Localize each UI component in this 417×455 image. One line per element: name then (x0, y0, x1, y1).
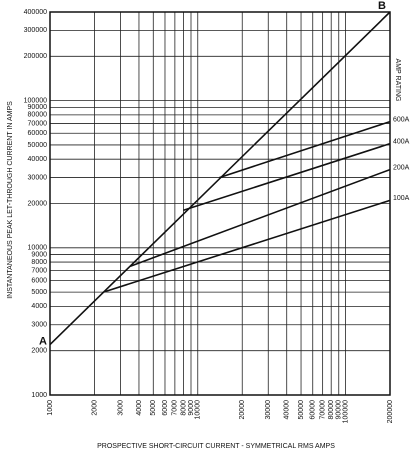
x-tick-label: 7000 (172, 400, 179, 416)
x-tick-label: 6000 (162, 400, 169, 416)
x-tick-label: 9000 (188, 400, 195, 416)
x-tick-label: 1000 (47, 400, 54, 416)
y-tick-label: 5000 (31, 289, 47, 296)
x-tick-label: 2000 (91, 400, 98, 416)
y-tick-label: 60000 (28, 130, 48, 137)
series-label: 200A (393, 164, 410, 171)
point-label: B (378, 0, 386, 12)
series-line (130, 168, 391, 267)
x-tick-label: 100000 (342, 400, 349, 423)
y-tick-label: 7000 (31, 267, 47, 274)
series-line (219, 120, 391, 179)
x-tick-label: 80000 (328, 400, 335, 420)
y-tick-label: 50000 (28, 142, 48, 149)
x-tick-label: 70000 (319, 400, 326, 420)
x-tick-label: 90000 (336, 400, 343, 420)
series-line (49, 11, 391, 346)
x-axis-title: PROSPECTIVE SHORT-CIRCUIT CURRENT - SYMM… (97, 443, 335, 450)
y-tick-label: 20000 (28, 200, 48, 207)
y-tick-label: 9000 (31, 251, 47, 258)
x-tick-label: 5000 (150, 400, 157, 416)
x-tick-label: 60000 (310, 400, 317, 420)
y-axis-title: INSTANTANEOUS PEAK LET-THROUGH CURRENT I… (7, 101, 14, 299)
y-tick-label: 200000 (24, 53, 47, 60)
y-tick-label: 40000 (28, 156, 48, 163)
y-tick-label: 300000 (24, 27, 47, 34)
y-tick-label: 80000 (28, 112, 48, 119)
x-tick-label: 3000 (117, 400, 124, 416)
x-tick-label: 4000 (136, 400, 143, 416)
x-tick-label: 50000 (298, 400, 305, 420)
y-tick-label: 4000 (31, 303, 47, 310)
series-line (183, 142, 391, 211)
series-line (103, 199, 391, 293)
x-tick-label: 10000 (195, 400, 202, 420)
x-tick-label: 30000 (265, 400, 272, 420)
series-label: 600A (393, 116, 410, 123)
y-tick-label: 8000 (31, 259, 47, 266)
y-tick-label: 90000 (28, 104, 48, 111)
y-tick-label: 2000 (31, 348, 47, 355)
x-tick-label: 200000 (387, 400, 394, 423)
y-tick-label: 400000 (24, 9, 47, 16)
y-tick-label: 100000 (24, 97, 47, 104)
point-label: A (39, 336, 47, 348)
x-tick-label: 40000 (284, 400, 291, 420)
y-tick-label: 10000 (28, 245, 48, 252)
series-label: 100A (393, 195, 410, 202)
y-tick-label: 1000 (31, 392, 47, 399)
y-tick-label: 30000 (28, 174, 48, 181)
legend-title: AMP RATING (394, 59, 401, 102)
series-label: 400A (393, 139, 410, 146)
y-tick-label: 70000 (28, 120, 48, 127)
y-tick-label: 6000 (31, 277, 47, 284)
x-tick-label: 20000 (239, 400, 246, 420)
plot-frame (49, 11, 391, 396)
y-tick-label: 3000 (31, 322, 47, 329)
x-tick-label: 8000 (180, 400, 187, 416)
